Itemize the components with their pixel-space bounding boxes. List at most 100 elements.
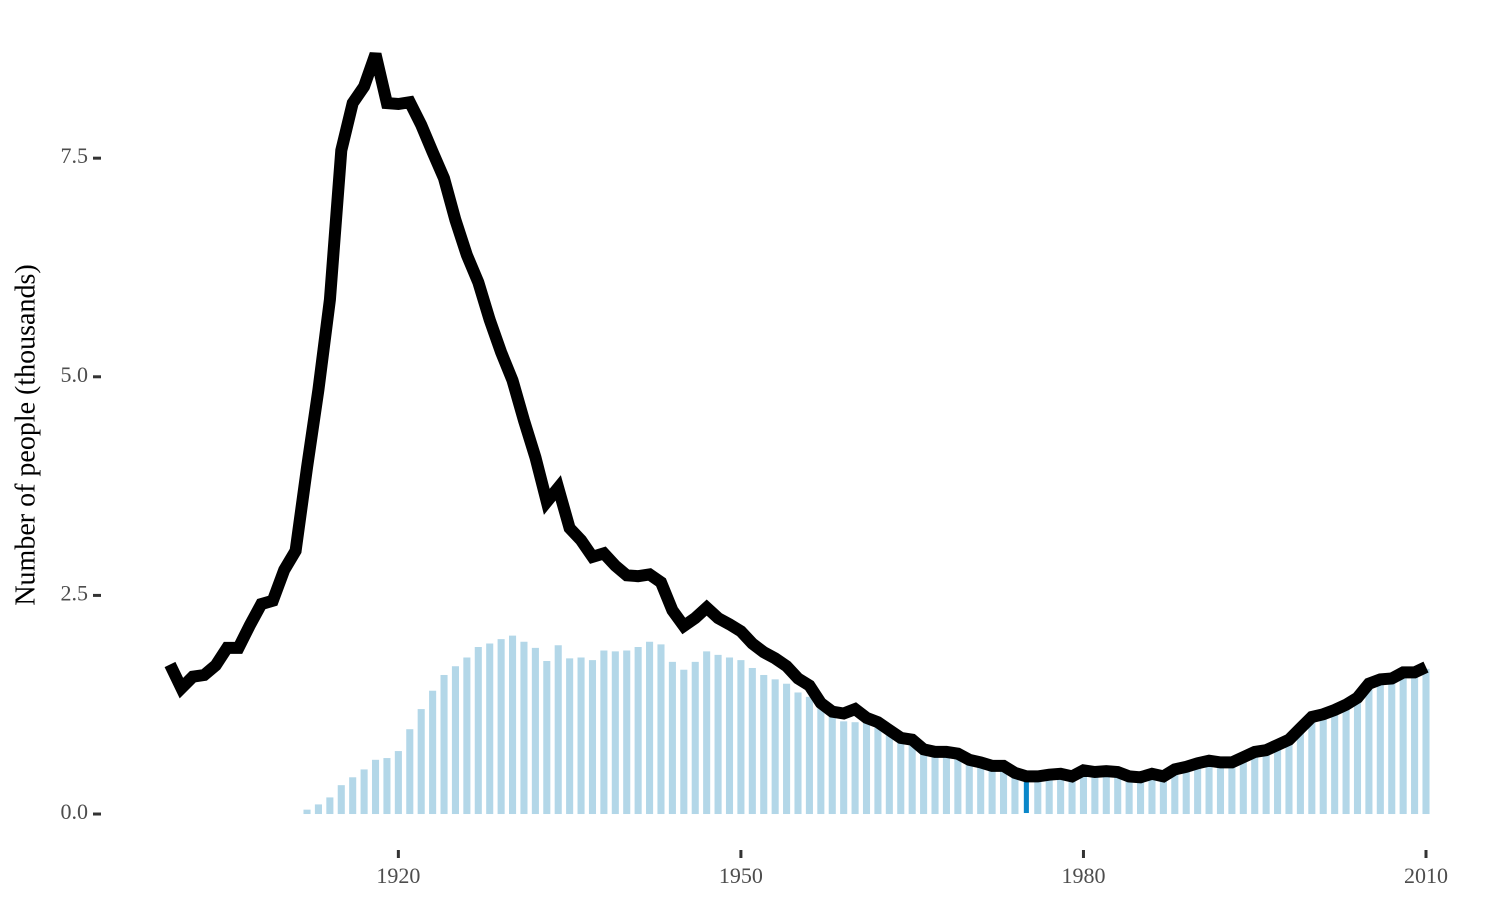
- bar: [1319, 716, 1327, 815]
- bar: [1239, 758, 1247, 815]
- bar: [1251, 753, 1259, 815]
- bar: [1125, 778, 1133, 815]
- bar: [1091, 773, 1099, 815]
- bar: [486, 643, 494, 815]
- bar: [714, 654, 722, 815]
- bar: [942, 753, 950, 815]
- y-tick-label: 5.0: [61, 362, 89, 387]
- bar: [566, 658, 574, 815]
- bar: [748, 667, 756, 815]
- bar: [703, 651, 711, 815]
- bar: [360, 769, 368, 815]
- line: [164, 52, 1429, 784]
- bar: [851, 722, 859, 815]
- x-tick-label: 1980: [1061, 863, 1105, 888]
- bar: [1194, 765, 1202, 815]
- bar: [406, 729, 414, 815]
- bar: [668, 661, 676, 815]
- bar: [531, 647, 539, 815]
- bar: [737, 660, 745, 815]
- x-tick-label: 2010: [1404, 863, 1448, 888]
- bar: [600, 650, 608, 815]
- bar: [1308, 718, 1316, 815]
- bar: [646, 641, 654, 815]
- x-tick-label: 1950: [719, 863, 763, 888]
- bar: [965, 760, 973, 815]
- bar: [931, 753, 939, 815]
- bar: [828, 714, 836, 815]
- bar: [371, 759, 380, 815]
- bar: [783, 683, 791, 815]
- bar: [1285, 741, 1293, 815]
- bar: [725, 657, 734, 815]
- bar: [1034, 778, 1042, 815]
- bar: [999, 766, 1008, 815]
- bar: [657, 644, 665, 815]
- bar: [303, 809, 311, 815]
- bar: [417, 709, 425, 815]
- bar: [554, 645, 562, 815]
- bar: [383, 758, 391, 815]
- bar: [885, 731, 893, 815]
- bar: [440, 674, 448, 815]
- x-tick-label: 1920: [376, 863, 420, 888]
- bar: [1182, 768, 1190, 815]
- bar: [680, 669, 688, 815]
- bar: [314, 804, 322, 815]
- bar: [691, 661, 699, 815]
- bar: [1148, 775, 1156, 815]
- bar: [1068, 778, 1076, 815]
- bar: [1365, 685, 1373, 815]
- bar: [611, 651, 619, 815]
- bar: [1159, 778, 1167, 815]
- bar: [817, 702, 825, 815]
- bar: [1342, 706, 1350, 815]
- bar: [577, 657, 585, 815]
- highlight-bar: [1021, 777, 1031, 816]
- bar: [1353, 699, 1362, 815]
- bar: [1262, 751, 1270, 815]
- bar: [543, 660, 551, 815]
- bar: [988, 766, 996, 815]
- bar: [497, 639, 505, 815]
- bar: [1274, 746, 1282, 815]
- bar: [1216, 764, 1225, 815]
- bar: [897, 741, 905, 815]
- bar: [977, 763, 985, 815]
- bar: [862, 717, 871, 815]
- bar: [760, 674, 768, 815]
- bar: [463, 657, 471, 815]
- bar: [474, 646, 482, 815]
- bar: [509, 635, 517, 815]
- bar: [920, 751, 928, 815]
- bar: [1331, 711, 1339, 815]
- bar: [1171, 771, 1179, 815]
- bar: [349, 777, 357, 815]
- bar: [794, 692, 802, 815]
- bar: [623, 650, 631, 815]
- bar: [1376, 681, 1384, 815]
- bar: [1011, 773, 1019, 815]
- bar: [1205, 762, 1213, 815]
- bar: [1411, 674, 1419, 815]
- bar: [1399, 674, 1407, 815]
- bar: [1228, 764, 1236, 815]
- y-axis-label: Number of people (thousands): [10, 264, 41, 605]
- bar: [1296, 730, 1304, 815]
- bar: [1102, 772, 1110, 815]
- bar: [1114, 773, 1122, 815]
- bar: [326, 797, 334, 815]
- y-tick-label: 0.0: [61, 799, 89, 824]
- bar: [874, 727, 882, 815]
- bar: [1057, 775, 1065, 815]
- bar: [1137, 779, 1145, 815]
- bar: [634, 646, 642, 815]
- bar: [1388, 680, 1396, 815]
- bar: [337, 785, 345, 815]
- bar: [588, 660, 597, 815]
- bar: [1079, 772, 1087, 815]
- bar: [520, 641, 528, 815]
- bar: [954, 756, 962, 815]
